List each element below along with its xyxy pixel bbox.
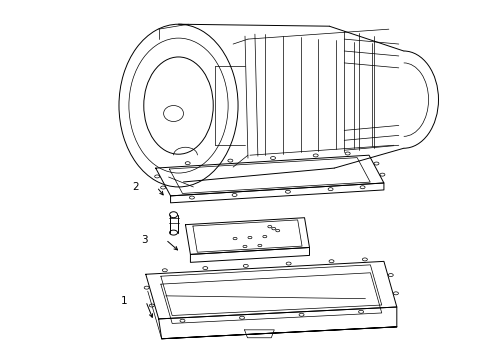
Text: 2: 2 (132, 182, 139, 192)
Text: 1: 1 (121, 296, 128, 306)
Text: 3: 3 (141, 234, 147, 244)
